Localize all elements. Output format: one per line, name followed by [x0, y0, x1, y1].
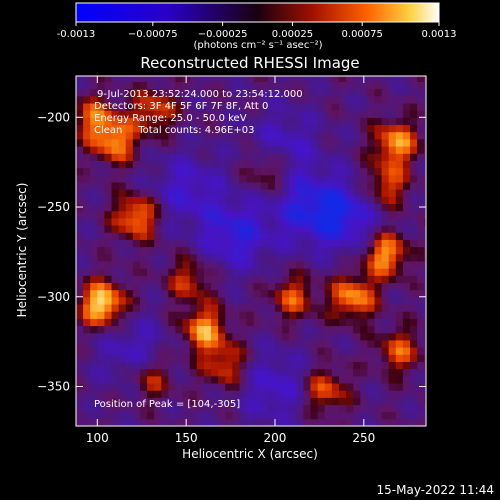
annotation-energy-range: Energy Range: 25.0 - 50.0 keV — [94, 113, 247, 124]
colorbar-ticks: -0.0013 −0.00075 −0.00025 0.00025 0.00075 0.0… — [57, 22, 457, 40]
annotation-block: 9-Jul-2013 23:52:24.000 to 23:54:12.000 … — [94, 89, 303, 136]
timestamp: 15-May-2022 11:44 — [377, 483, 494, 497]
annotation-detectors: Detectors: 3F 4F 5F 6F 7F 8F, Att 0 — [94, 101, 268, 112]
x-tick-label: 150 — [175, 431, 198, 445]
heatmap-image — [76, 76, 426, 426]
colorbar: -0.0013 −0.00075 −0.00025 0.00025 0.00075 0.0… — [57, 2, 457, 51]
annotation-counts: Clean Total counts: 4.96E+03 — [94, 125, 254, 136]
x-tick-label: 100 — [86, 431, 109, 445]
y-tick-label: −300 — [37, 290, 70, 304]
colorbar-tick-label: 0.00025 — [272, 29, 313, 40]
colorbar-tick-label: -0.0013 — [57, 29, 96, 40]
annotation-time-range: 9-Jul-2013 23:52:24.000 to 23:54:12.000 — [97, 89, 303, 100]
colorbar-tick-label: 0.00075 — [342, 29, 383, 40]
chart-title: Reconstructed RHESSI Image — [140, 54, 359, 72]
x-axis-ticks: 100 150 200 250 — [86, 76, 375, 445]
colorbar-tick-label: 0.0013 — [422, 29, 457, 40]
x-tick-label: 250 — [352, 431, 375, 445]
y-axis-ticks: −200 −250 −300 −350 — [37, 110, 426, 394]
colorbar-unit-label: (photons cm⁻² s⁻¹ asec⁻²) — [193, 40, 322, 51]
y-tick-label: −200 — [37, 110, 70, 124]
plot-frame — [75, 75, 427, 427]
y-tick-label: −250 — [37, 200, 70, 214]
x-axis-label: Heliocentric X (arcsec) — [182, 447, 318, 461]
colorbar-tick-label: −0.00025 — [198, 29, 248, 40]
x-tick-label: 200 — [264, 431, 287, 445]
colorbar-gradient — [75, 2, 440, 23]
peak-position-label: Position of Peak = [104,-305] — [94, 399, 240, 410]
y-tick-label: −350 — [37, 380, 70, 394]
y-axis-label: Heliocentric Y (arcsec) — [15, 183, 29, 318]
colorbar-tick-label: −0.00075 — [128, 29, 178, 40]
